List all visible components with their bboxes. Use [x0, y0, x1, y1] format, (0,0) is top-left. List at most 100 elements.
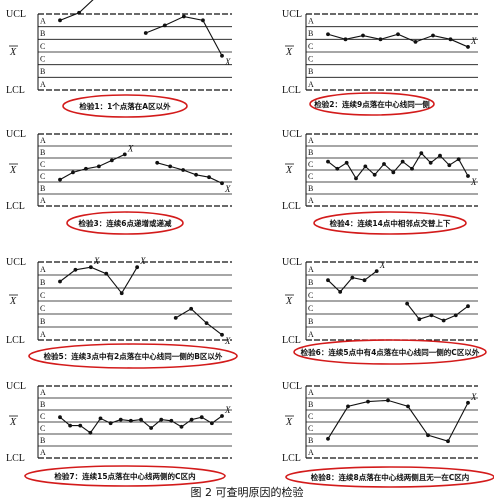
data-point [109, 158, 114, 163]
test-caption: 检验1：1个点落在A区以外 [79, 101, 171, 111]
zone-label: C [308, 172, 313, 181]
zone-label: A [40, 448, 46, 457]
outlier-mark: X [470, 392, 477, 402]
data-point [135, 265, 140, 270]
data-point [350, 275, 355, 280]
center-label: X [285, 165, 293, 176]
zone-label: B [40, 29, 45, 38]
data-point [194, 172, 198, 177]
outlier-mark: X [224, 57, 231, 67]
lcl-label: LCL [6, 453, 25, 464]
zone-label: A [308, 388, 314, 397]
data-point [58, 279, 62, 284]
data-point [447, 163, 452, 168]
ucl-label: UCL [282, 129, 302, 140]
zone-label: B [40, 436, 45, 445]
test-caption: 检验6：连续5点中有4点落在中心线同一侧的C区以外 [301, 347, 480, 357]
data-point [173, 316, 178, 320]
data-point [438, 153, 442, 158]
zone-label: C [308, 304, 313, 313]
center-label: X [9, 47, 17, 58]
test-1-panel: ABCCBAUCLXLCLXX检验1：1个点落在A区以外 [6, 0, 232, 118]
zone-label: A [308, 17, 314, 26]
data-point [84, 166, 88, 171]
zone-label: C [40, 291, 45, 300]
zone-label: C [40, 55, 45, 64]
data-point [413, 39, 418, 44]
zone-label: A [308, 265, 314, 274]
data-point [168, 164, 173, 169]
lcl-label: LCL [282, 335, 301, 346]
data-point [400, 159, 405, 164]
ucl-label: UCL [6, 257, 26, 268]
data-point [326, 436, 330, 441]
data-point [119, 291, 124, 296]
lcl-label: LCL [6, 85, 25, 96]
data-point [456, 157, 461, 162]
outlier-mark: X [470, 36, 477, 46]
data-point [417, 317, 422, 322]
data-point [448, 37, 453, 42]
data-point [68, 423, 73, 428]
data-point [326, 278, 330, 283]
caption-ellipse [285, 466, 494, 488]
data-point [88, 430, 93, 435]
data-point [378, 37, 383, 42]
data-point [335, 166, 340, 171]
data-point [58, 415, 62, 420]
test-caption: 检验5：连续3点中有2点落在中心线同一侧的B区以外 [44, 351, 223, 361]
data-point [453, 313, 458, 318]
zone-label: C [308, 160, 313, 169]
data-point [366, 399, 370, 404]
caption-ellipse [62, 94, 188, 118]
data-point [396, 32, 400, 37]
ucl-label: UCL [6, 381, 26, 392]
lcl-label: LCL [282, 85, 301, 96]
lcl-label: LCL [6, 201, 25, 212]
zone-label: B [40, 317, 45, 326]
figure-title: 图 2 可查明原因的检验 [191, 485, 304, 499]
center-label: X [285, 417, 293, 428]
data-point [209, 421, 214, 426]
zone-label: B [308, 184, 313, 193]
data-point [441, 318, 446, 323]
data-point [338, 290, 343, 294]
data-point [181, 168, 186, 172]
data-point [405, 301, 410, 306]
zone-label: C [40, 412, 45, 421]
zone-label: A [40, 80, 46, 89]
zone-label: B [40, 400, 45, 409]
data-series [157, 162, 223, 184]
data-point [344, 160, 349, 165]
data-point [77, 10, 81, 15]
data-series [175, 308, 223, 336]
data-point [71, 170, 75, 175]
data-point [78, 423, 83, 428]
outlier-mark: X [139, 256, 146, 266]
data-point [104, 271, 109, 276]
data-point [189, 306, 194, 311]
test-caption: 检验8：连续8点落在中心线两侧且无一在C区内 [311, 472, 469, 482]
data-series [406, 303, 469, 322]
zone-label: C [40, 42, 45, 51]
data-point [204, 321, 209, 325]
ucl-label: UCL [282, 257, 302, 268]
zone-label: A [308, 136, 314, 145]
data-point [346, 404, 350, 409]
center-label: X [285, 47, 293, 58]
outlier-mark: X [224, 336, 231, 346]
zone-label: A [308, 448, 314, 457]
zone-label: C [308, 55, 313, 64]
data-point [58, 177, 62, 182]
lcl-label: LCL [6, 335, 25, 346]
zone-label: A [308, 330, 314, 339]
data-point [419, 151, 424, 156]
data-series [327, 270, 378, 293]
data-point [201, 18, 205, 23]
data-point [372, 172, 377, 177]
data-point [108, 421, 113, 426]
center-label: X [285, 296, 293, 307]
